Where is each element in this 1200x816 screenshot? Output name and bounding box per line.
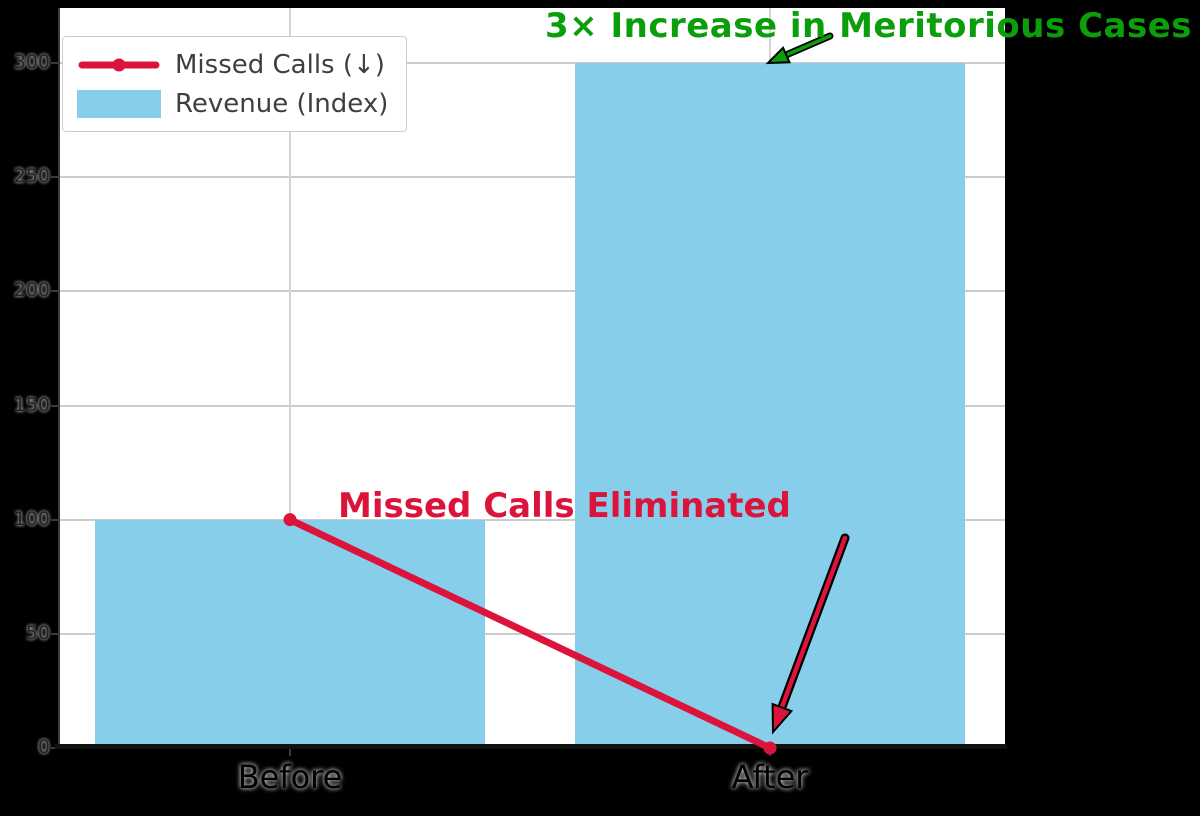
legend-line-swatch <box>78 58 160 72</box>
ytick-mark <box>51 176 58 179</box>
xtick-label-after: After <box>731 758 809 796</box>
x-axis-spine <box>55 744 1007 749</box>
ytick-label: 150 <box>13 393 50 416</box>
legend-item-missed-calls: Missed Calls (↓) <box>77 49 388 81</box>
ytick-mark <box>51 62 58 64</box>
xtick-label-before: Before <box>237 758 343 796</box>
ytick-mark <box>51 632 58 635</box>
ytick-mark <box>51 404 58 407</box>
title-annotation: 3× Increase in Meritorious Cases <box>544 6 1192 46</box>
missed-calls-eliminated-annotation: Missed Calls Eliminated <box>338 486 791 526</box>
legend: Missed Calls (↓) Revenue (Index) <box>62 36 408 132</box>
legend-label-missed-calls: Missed Calls (↓) <box>175 50 385 80</box>
ytick-label: 0 <box>37 736 50 758</box>
ytick-label: 100 <box>13 507 50 530</box>
xtick-mark <box>769 749 771 756</box>
xtick-mark <box>289 749 291 756</box>
ytick-mark <box>51 290 58 293</box>
legend-item-revenue: Revenue (Index) <box>77 89 388 119</box>
y-axis-spine <box>58 8 60 748</box>
legend-label-revenue: Revenue (Index) <box>175 89 389 119</box>
ytick-label: 200 <box>13 279 50 302</box>
legend-patch-swatch <box>77 90 161 118</box>
ytick-label: 250 <box>13 165 50 188</box>
ytick-label: 50 <box>25 621 50 644</box>
ytick-mark <box>51 518 58 521</box>
ytick-label: 300 <box>13 51 50 73</box>
